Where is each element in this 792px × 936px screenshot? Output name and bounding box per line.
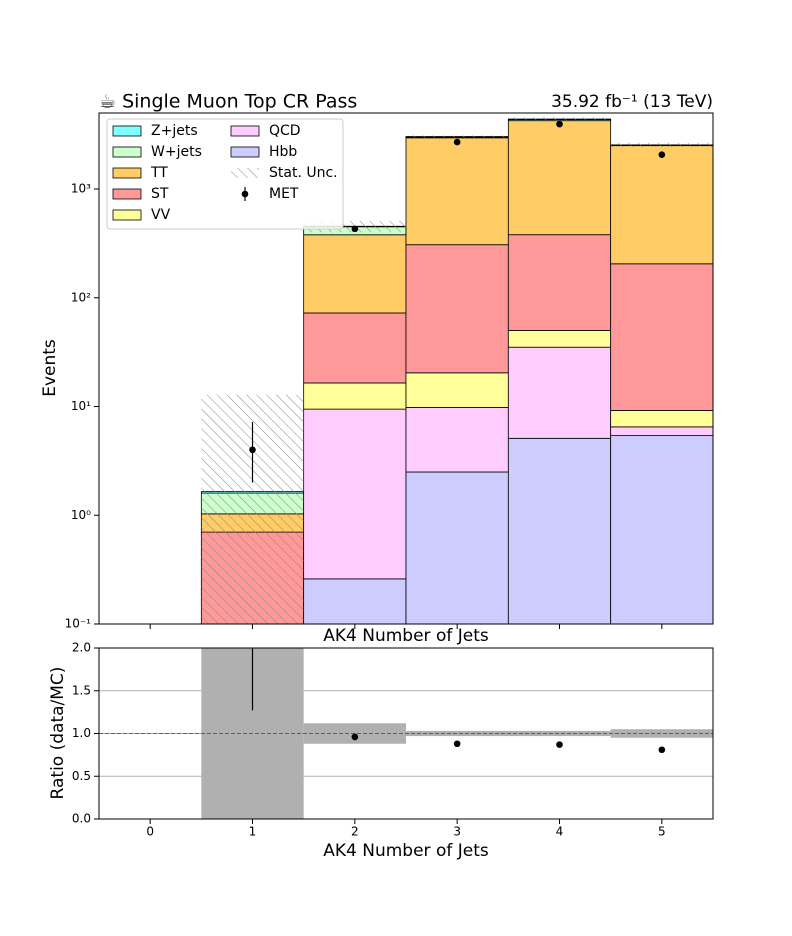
data-point: [658, 151, 666, 158]
stat-unc: [406, 135, 509, 138]
legend-label: Hbb: [269, 144, 297, 160]
y-tick-label: 10²: [71, 290, 91, 304]
legend-label: TT: [150, 165, 168, 181]
stat-unc: [508, 117, 611, 121]
legend-swatch: [230, 146, 260, 158]
y-tick-label: 1.0: [72, 726, 91, 740]
x-tick-label: 5: [658, 825, 666, 839]
y-tick-label: 10¹: [71, 399, 91, 413]
stack-segment: [405, 407, 509, 473]
stack-segment: [507, 330, 612, 348]
stat-unc: [610, 142, 713, 147]
main-plot: [200, 117, 713, 624]
stack-segment: [303, 382, 407, 410]
legend-swatch: [112, 167, 142, 179]
data-point: [249, 446, 256, 454]
legend-swatch: [112, 209, 142, 221]
y-tick-label: 10⁻¹: [65, 617, 92, 631]
x-tick-label: 0: [146, 825, 154, 839]
ratio-point: [453, 740, 461, 748]
ratio-unc-band: [610, 729, 713, 738]
legend-items: Z+jets W+jets TT ST VV QCD Hbb Stat. Unc. MET: [112, 123, 338, 223]
ratio-unc-band: [508, 730, 611, 737]
x-tick-label: 2: [351, 825, 359, 839]
data-point: [453, 138, 461, 146]
ratio-point: [658, 746, 666, 754]
stack-segment: [610, 426, 713, 437]
legend-swatch: [112, 188, 142, 200]
lumi-label: 35.92 fb⁻¹ (13 TeV): [551, 92, 713, 112]
legend-label: Stat. Unc.: [269, 165, 338, 181]
legend-swatch: [112, 146, 142, 158]
stack-segment: [405, 244, 509, 374]
x-tick-label: 4: [556, 825, 564, 839]
y-tick-label: 1.5: [72, 683, 91, 697]
y-tick-label: 10⁰: [71, 508, 91, 522]
y-tick-label: 2.0: [72, 641, 91, 655]
x-axis-label: AK4 Number of Jets: [323, 841, 489, 861]
x-axis-label: AK4 Number of Jets: [323, 626, 489, 646]
stack-segment: [405, 137, 509, 246]
main-frame: [98, 112, 714, 625]
stack-segment: [610, 410, 713, 428]
ratio-plot: [99, 648, 713, 819]
legend-label: QCD: [269, 123, 301, 139]
legend-label: W+jets: [151, 144, 202, 160]
stack-segment: [610, 145, 713, 265]
legend: [106, 118, 344, 230]
y-axis-label: Events: [40, 339, 60, 397]
stack-segment: [405, 471, 509, 624]
legend-label: MET: [269, 186, 299, 202]
y-tick-label: 10³: [71, 182, 91, 196]
x-tick-label: 3: [453, 825, 461, 839]
legend-swatch: [231, 168, 259, 178]
data-point: [351, 225, 359, 233]
legend-swatch: [241, 190, 249, 198]
stack-segment: [507, 234, 612, 331]
stack-segment: [507, 437, 612, 624]
chart-title: ☕ Single Muon Top CR Pass: [99, 91, 357, 113]
stack-segment: [405, 372, 509, 408]
legend-label: VV: [151, 207, 171, 223]
ratio-unc-band: [406, 730, 509, 737]
stack-segment: [303, 234, 407, 314]
legend-swatch: [230, 125, 260, 137]
ratio-point: [351, 733, 359, 741]
axes: 10⁻¹ 10⁰ 10¹ 10² 10³ 0.0 0.5 1.0 1.5 2.0 0 1 2 3 4 5: [65, 182, 666, 839]
stack-segment: [610, 263, 713, 411]
y-axis-label: Ratio (data/MC): [48, 667, 68, 800]
legend-swatch: [112, 125, 142, 137]
legend-label: Z+jets: [151, 123, 198, 139]
x-tick-label: 1: [249, 825, 257, 839]
ratio-frame: [98, 647, 714, 820]
y-tick-label: 0.0: [72, 812, 91, 826]
data-point: [556, 120, 563, 128]
legend-label: ST: [151, 186, 169, 202]
stack-segment: [610, 435, 713, 624]
y-tick-label: 0.5: [72, 769, 91, 783]
ratio-point: [556, 741, 563, 748]
stack-segment: [507, 120, 612, 236]
stack-segment: [303, 312, 407, 384]
stack-segment: [303, 408, 407, 580]
stack-segment: [507, 346, 612, 439]
